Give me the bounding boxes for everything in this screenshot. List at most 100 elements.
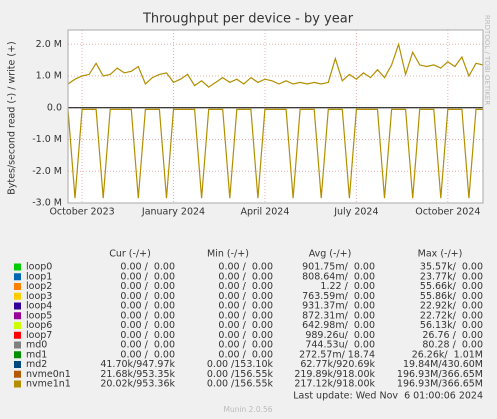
legend-name: loop1: [26, 271, 52, 282]
legend-cell: 0.00 /156.55k: [207, 379, 274, 390]
legend-cell: 26.26k/ 1.01M: [412, 349, 483, 360]
chart-title: Throughput per device - by year: [142, 12, 354, 27]
y-tick-label: -2.0 M: [32, 166, 62, 177]
legend-cell: 0.00 / 0.00: [120, 301, 175, 312]
legend-cell: 80.28 / 0.00: [422, 340, 483, 351]
legend-cell: 219.89k/918.00k: [294, 369, 375, 380]
legend-cell: 0.00 / 0.00: [218, 271, 273, 282]
legend-cell: 0.00 / 0.00: [218, 281, 273, 292]
legend-cell: 0.00 /156.55k: [207, 369, 274, 380]
legend-swatch: [14, 370, 21, 378]
legend-name: loop3: [26, 291, 52, 302]
legend-cell: 0.00 / 0.00: [218, 310, 273, 321]
plot-area: [68, 30, 483, 203]
legend-swatch: [14, 292, 21, 300]
legend-cell: 19.84M/430.60M: [403, 359, 483, 370]
legend-cell: 0.00 / 0.00: [218, 340, 273, 351]
legend-cell: 0.00 / 0.00: [120, 349, 175, 360]
x-tick-label: April 2024: [240, 207, 289, 218]
legend-name: loop7: [26, 330, 52, 341]
legend-cell: 20.02k/953.36k: [100, 379, 175, 390]
version: Munin 2.0.56: [223, 405, 272, 414]
x-tick-label: July 2024: [333, 207, 378, 218]
legend-cell: 901.75m/ 0.00: [302, 262, 375, 273]
legend-name: md1: [26, 349, 47, 360]
y-tick-label: 0.0: [47, 102, 62, 113]
legend-name: md2: [26, 359, 47, 370]
x-tick-label: October 2023: [49, 207, 114, 218]
series-line: [67, 42, 484, 88]
legend-cell: 62.77k/920.69k: [300, 359, 375, 370]
legend-swatch: [14, 312, 21, 320]
y-tick-label: -3.0 M: [32, 198, 62, 209]
legend-cell: 0.00 / 0.00: [218, 320, 273, 331]
legend-cell: 642.98m/ 0.00: [302, 320, 375, 331]
legend-swatch: [14, 380, 21, 388]
y-tick-label: 2.0 M: [36, 39, 62, 50]
legend-cell: 744.53u/ 0.00: [305, 340, 375, 351]
legend-cell: 196.93M/366.65M: [397, 369, 483, 380]
legend-cell: 196.93M/366.65M: [397, 379, 483, 390]
legend-cell: 931.37m/ 0.00: [302, 301, 375, 312]
legend-cell: 0.00 / 0.00: [120, 262, 175, 273]
last-update: Last update: Wed Nov 6 01:00:06 2024: [293, 391, 483, 402]
legend-swatch: [14, 351, 21, 359]
series-line: [67, 108, 483, 199]
legend-cell: 217.12k/918.00k: [294, 379, 375, 390]
legend-cell: 0.00 / 0.00: [218, 301, 273, 312]
legend-cell: 0.00 / 0.00: [120, 281, 175, 292]
legend-header: Max (-/+): [418, 249, 463, 260]
legend-cell: 26.76 / 0.00: [422, 330, 483, 341]
legend-cell: 0.00 / 0.00: [120, 330, 175, 341]
legend-cell: 0.00 / 0.00: [218, 330, 273, 341]
legend-cell: 808.64m/ 0.00: [302, 271, 375, 282]
legend-cell: 55.86k/ 0.00: [420, 291, 483, 302]
x-tick-label: January 2024: [141, 207, 205, 218]
legend-swatch: [14, 283, 21, 290]
legend-swatch: [14, 322, 21, 329]
legend-cell: 0.00 / 0.00: [120, 271, 175, 282]
legend-name: loop5: [26, 310, 52, 321]
legend-name: loop6: [26, 320, 52, 331]
x-tick-label: October 2024: [415, 207, 480, 218]
legend-cell: 55.66k/ 0.00: [420, 281, 483, 292]
legend-cell: 0.00 /153.10k: [207, 359, 274, 370]
legend-cell: 0.00 / 0.00: [120, 291, 175, 302]
legend-cell: 872.31m/ 0.00: [302, 310, 375, 321]
legend-name: loop4: [26, 301, 52, 312]
legend-cell: 56.13k/ 0.00: [420, 320, 483, 331]
legend-cell: 22.72k/ 0.00: [420, 310, 483, 321]
legend-swatch: [14, 302, 21, 310]
legend-cell: 0.00 / 0.00: [218, 262, 273, 273]
legend-name: nvme1n1: [26, 379, 71, 390]
legend-name: loop0: [26, 262, 52, 273]
legend-swatch: [14, 263, 21, 271]
legend-cell: 0.00 / 0.00: [218, 291, 273, 302]
legend-header: Min (-/+): [207, 249, 249, 260]
side-text: RRDTOOL / TOBI OETIKER: [483, 15, 491, 105]
legend-cell: 23.77k/ 0.00: [420, 271, 483, 282]
legend-name: nvme0n1: [26, 369, 71, 380]
y-axis-label: Bytes/second read (-) / write (+): [7, 41, 18, 195]
plot-frame: [67, 29, 484, 204]
legend-cell: 0.00 / 0.00: [120, 340, 175, 351]
legend-swatch: [14, 341, 21, 349]
legend-cell: 0.00 / 0.00: [218, 349, 273, 360]
legend-cell: 0.00 / 0.00: [120, 320, 175, 331]
legend-name: md0: [26, 340, 47, 351]
legend-header: Avg (-/+): [309, 249, 352, 260]
legend-cell: 989.26u/ 0.00: [305, 330, 375, 341]
y-tick-label: -1.0 M: [32, 134, 62, 145]
legend-name: loop2: [26, 281, 52, 292]
legend-cell: 21.68k/953.35k: [100, 369, 175, 380]
legend-cell: 763.59m/ 0.00: [302, 291, 375, 302]
legend-cell: 41.70k/947.97k: [100, 359, 175, 370]
legend-cell: 1.22 / 0.00: [320, 281, 375, 292]
legend-header: Cur (-/+): [109, 249, 151, 260]
legend-cell: 272.57m/ 18.74: [299, 349, 375, 360]
legend-cell: 35.57k/ 0.00: [420, 262, 483, 273]
legend-cell: 0.00 / 0.00: [120, 310, 175, 321]
legend-swatch: [14, 331, 21, 339]
legend-cell: 22.92k/ 0.00: [420, 301, 483, 312]
